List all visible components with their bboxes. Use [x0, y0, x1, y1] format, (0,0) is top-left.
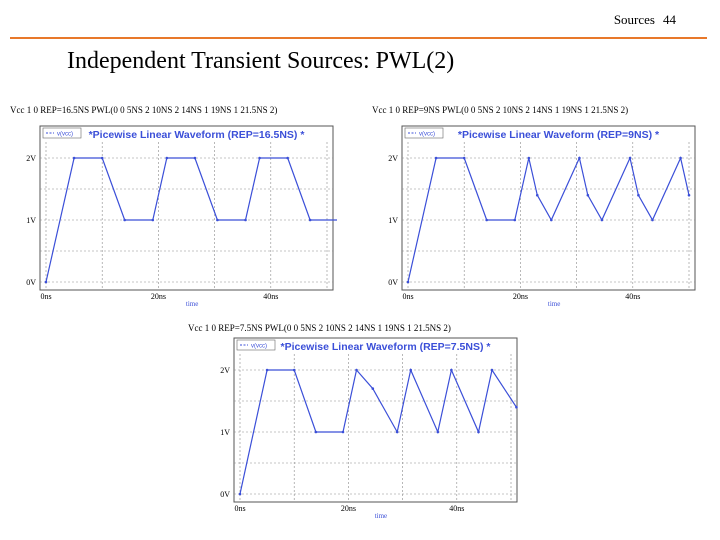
chart-title: *Picewise Linear Waveform (REP=16.5NS) *: [89, 129, 306, 141]
x-tick-label: 40ns: [263, 292, 278, 301]
data-point: [100, 156, 104, 160]
data-point: [308, 218, 312, 222]
data-point: [600, 218, 604, 222]
x-tick-label: 0ns: [40, 292, 51, 301]
data-point: [527, 156, 531, 160]
data-point: [687, 193, 691, 197]
data-point: [515, 405, 518, 409]
data-point: [371, 387, 375, 390]
data-point: [123, 218, 126, 222]
y-tick-label: 0V: [26, 278, 36, 287]
data-point: [355, 368, 358, 372]
data-point: [550, 218, 553, 222]
x-tick-label: 0ns: [234, 504, 245, 513]
data-point: [165, 156, 169, 160]
y-tick-label: 1V: [220, 428, 230, 437]
chart-1-svg: v(vcc) *Picewise Linear Waveform (REP=16.…: [26, 125, 337, 308]
x-tick-label: 40ns: [625, 292, 640, 301]
data-point: [72, 156, 76, 160]
chart-2-svg: v(vcc) *Picewise Linear Waveform (REP=9NS…: [388, 125, 696, 308]
x-axis-label: time: [186, 300, 198, 308]
y-tick-label: 2V: [26, 154, 36, 163]
y-tick-label: 0V: [388, 278, 398, 287]
chart-panel-3: v(vcc) *Picewise Linear Waveform (REP=7.5…: [204, 334, 521, 522]
data-point: [244, 218, 247, 222]
chart-3-svg: v(vcc) *Picewise Linear Waveform (REP=7.5…: [220, 337, 518, 520]
y-tick-label: 0V: [220, 490, 230, 499]
data-point: [314, 430, 318, 434]
x-tick-label: 40ns: [449, 504, 464, 513]
data-point: [238, 492, 242, 496]
caption-chart-1: Vcc 1 0 REP=16.5NS PWL(0 0 5NS 2 10NS 2 …: [10, 105, 278, 115]
slide-header: Sources 44: [614, 12, 676, 28]
chart-title: *Picewise Linear Waveform (REP=7.5NS) *: [281, 341, 492, 353]
page-number: 44: [663, 12, 676, 27]
data-point: [341, 430, 345, 434]
slide-title: Independent Transient Sources: PWL(2): [67, 48, 455, 74]
data-point: [216, 218, 219, 222]
header-rule: [10, 37, 707, 39]
data-point: [586, 193, 590, 197]
data-point: [436, 430, 440, 434]
data-point: [450, 368, 453, 372]
data-point: [578, 156, 581, 160]
x-axis-label: time: [375, 512, 387, 520]
chart-title: *Picewise Linear Waveform (REP=9NS) *: [458, 129, 660, 141]
series-line: [239, 368, 517, 495]
data-point: [637, 193, 640, 197]
chart-panel-1: v(vcc) *Picewise Linear Waveform (REP=16.…: [10, 122, 337, 310]
data-point: [679, 156, 682, 160]
data-point: [151, 218, 155, 222]
data-point: [628, 156, 632, 160]
data-point: [409, 368, 413, 372]
x-tick-label: 20ns: [341, 504, 356, 513]
data-point: [292, 368, 296, 372]
plot-frame: [401, 125, 696, 291]
x-tick-label: 0ns: [402, 292, 413, 301]
series-line: [407, 156, 690, 283]
data-point: [485, 218, 488, 222]
y-tick-label: 1V: [26, 216, 36, 225]
legend-box: [236, 339, 276, 351]
chart-panel-2: v(vcc) *Picewise Linear Waveform (REP=9NS…: [372, 122, 699, 310]
legend-box: [404, 127, 444, 139]
data-point: [513, 218, 517, 222]
plot-frame: [39, 125, 334, 291]
x-tick-label: 20ns: [513, 292, 528, 301]
data-point: [434, 156, 438, 160]
plot-frame: [233, 337, 518, 503]
data-point: [462, 156, 466, 160]
y-tick-label: 2V: [220, 366, 230, 375]
legend: v(vcc): [236, 339, 276, 351]
caption-chart-3: Vcc 1 0 REP=7.5NS PWL(0 0 5NS 2 10NS 2 1…: [188, 323, 451, 333]
legend-label: v(vcc): [419, 132, 435, 138]
legend: v(vcc): [42, 127, 82, 139]
section-label: Sources: [613, 12, 655, 27]
data-point: [490, 368, 494, 372]
data-point: [535, 193, 539, 197]
data-point: [651, 218, 654, 222]
x-axis-label: time: [548, 300, 560, 308]
data-point: [406, 280, 410, 284]
legend-label: v(vcc): [251, 344, 267, 350]
data-point: [477, 430, 480, 434]
legend-label: v(vcc): [57, 132, 73, 138]
data-point: [395, 430, 399, 434]
data-point: [286, 156, 289, 160]
x-tick-label: 20ns: [151, 292, 166, 301]
data-point: [258, 156, 261, 160]
y-tick-label: 1V: [388, 216, 398, 225]
data-point: [265, 368, 269, 372]
data-point: [193, 156, 197, 160]
legend: v(vcc): [404, 127, 444, 139]
caption-chart-2: Vcc 1 0 REP=9NS PWL(0 0 5NS 2 10NS 2 14N…: [372, 105, 629, 115]
y-tick-label: 2V: [388, 154, 398, 163]
data-point: [44, 280, 48, 284]
legend-box: [42, 127, 82, 139]
